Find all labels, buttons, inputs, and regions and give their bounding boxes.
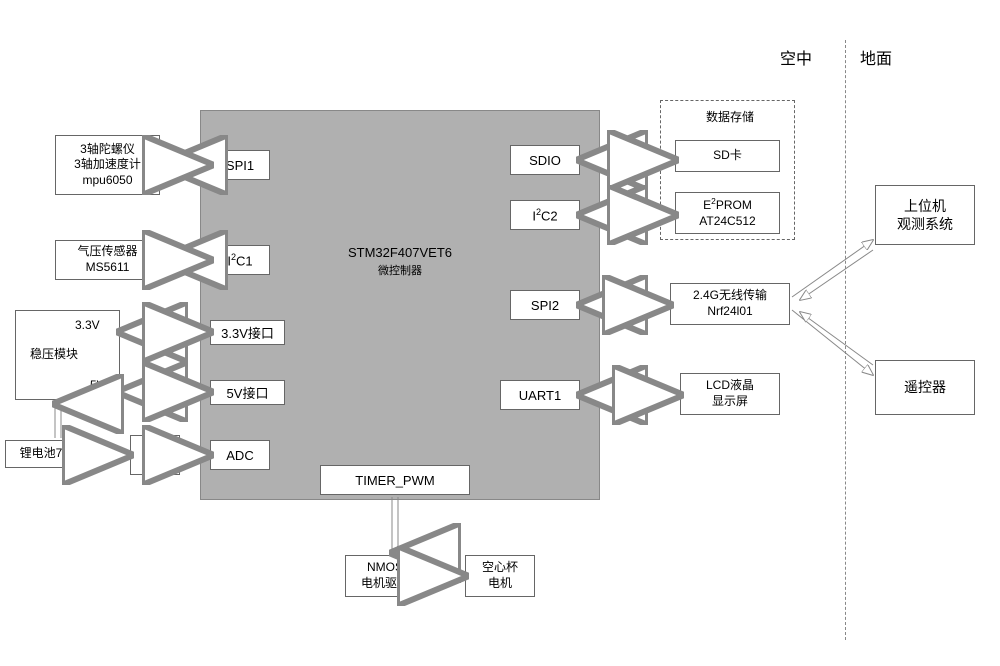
- connectors: [0, 0, 1000, 666]
